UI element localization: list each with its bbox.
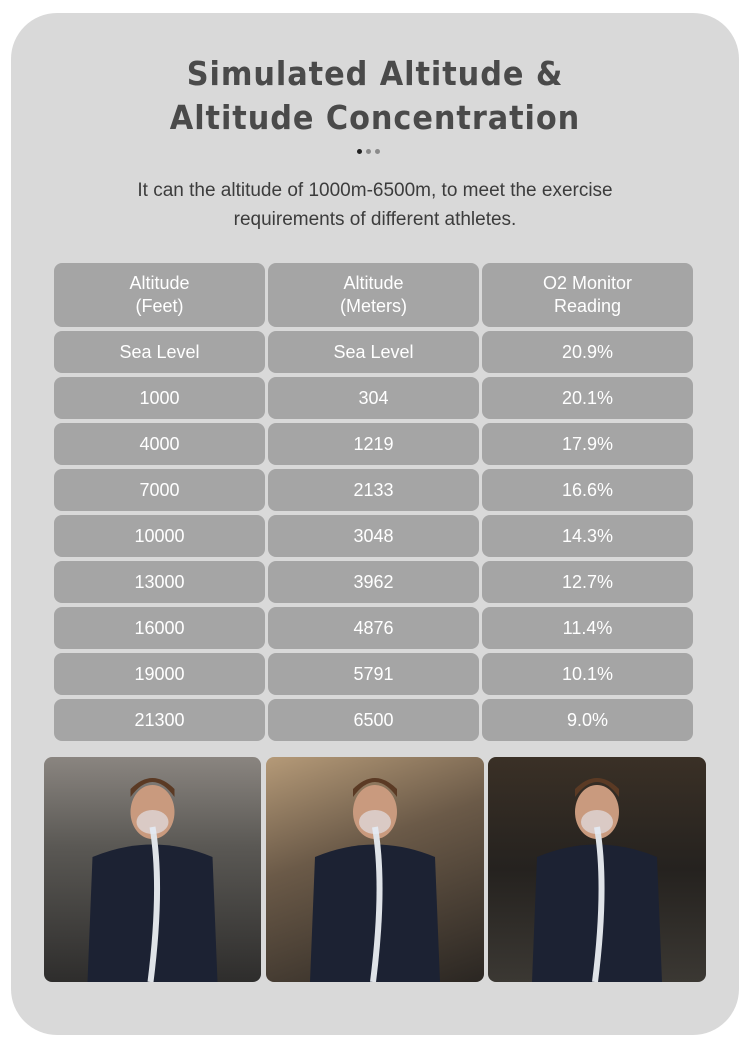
table-cell: 304 [268, 377, 479, 419]
table-cell: 4000 [54, 423, 265, 465]
table-cell: 2133 [268, 469, 479, 511]
subtitle-line-1: It can the altitude of 1000m-6500m, to m… [137, 180, 613, 201]
table-cell: 17.9% [482, 423, 693, 465]
athlete-figure [87, 778, 218, 982]
table-cell: 10000 [54, 515, 265, 557]
header-text: O2 Monitor [542, 273, 633, 293]
athlete-figure [310, 778, 440, 982]
table-cell: 12.7% [482, 561, 693, 603]
header-cell: Altitude (Feet) [54, 263, 265, 327]
table-cell: 1219 [268, 423, 479, 465]
table-cell: 11.4% [482, 607, 693, 649]
table-cell: 13000 [54, 561, 265, 603]
title-line-1: Simulated Altitude & [186, 54, 564, 93]
dot [375, 149, 380, 154]
header-text: Reading [553, 296, 622, 316]
table-cell: 4876 [268, 607, 479, 649]
page-title: Simulated Altitude & Altitude Concentrat… [30, 52, 720, 140]
subtitle: It can the altitude of 1000m-6500m, to m… [0, 176, 750, 234]
title-line-2: Altitude Concentration [169, 98, 581, 137]
header-text: Altitude [129, 273, 190, 293]
athlete-figure [532, 778, 662, 982]
dot [366, 149, 371, 154]
table-cell: Sea Level [54, 331, 265, 373]
table-cell: 1000 [54, 377, 265, 419]
table-cell: 16.6% [482, 469, 693, 511]
table-cell: 3962 [268, 561, 479, 603]
table-cell: Sea Level [268, 331, 479, 373]
table-cell: 20.1% [482, 377, 693, 419]
table-cell: 9.0% [482, 699, 693, 741]
header-text: Altitude [343, 273, 404, 293]
athlete-battle-rope-with-mask [488, 757, 706, 982]
table-cell: 14.3% [482, 515, 693, 557]
table-cell: 5791 [268, 653, 479, 695]
athlete-running-with-mask [266, 757, 484, 982]
table-cell: 6500 [268, 699, 479, 741]
table-cell: 19000 [54, 653, 265, 695]
header-text: (Feet) [135, 296, 184, 316]
decorative-dots [357, 149, 380, 154]
table-cell: 10.1% [482, 653, 693, 695]
table-cell: 7000 [54, 469, 265, 511]
table-cell: 20.9% [482, 331, 693, 373]
athlete-rowing-with-mask [44, 757, 261, 982]
table-cell: 3048 [268, 515, 479, 557]
header-cell: Altitude (Meters) [268, 263, 479, 327]
dot [357, 149, 362, 154]
header-text: (Meters) [340, 296, 407, 316]
header-cell: O2 Monitor Reading [482, 263, 693, 327]
table-cell: 21300 [54, 699, 265, 741]
table-cell: 16000 [54, 607, 265, 649]
subtitle-line-2: requirements of different athletes. [233, 209, 517, 230]
